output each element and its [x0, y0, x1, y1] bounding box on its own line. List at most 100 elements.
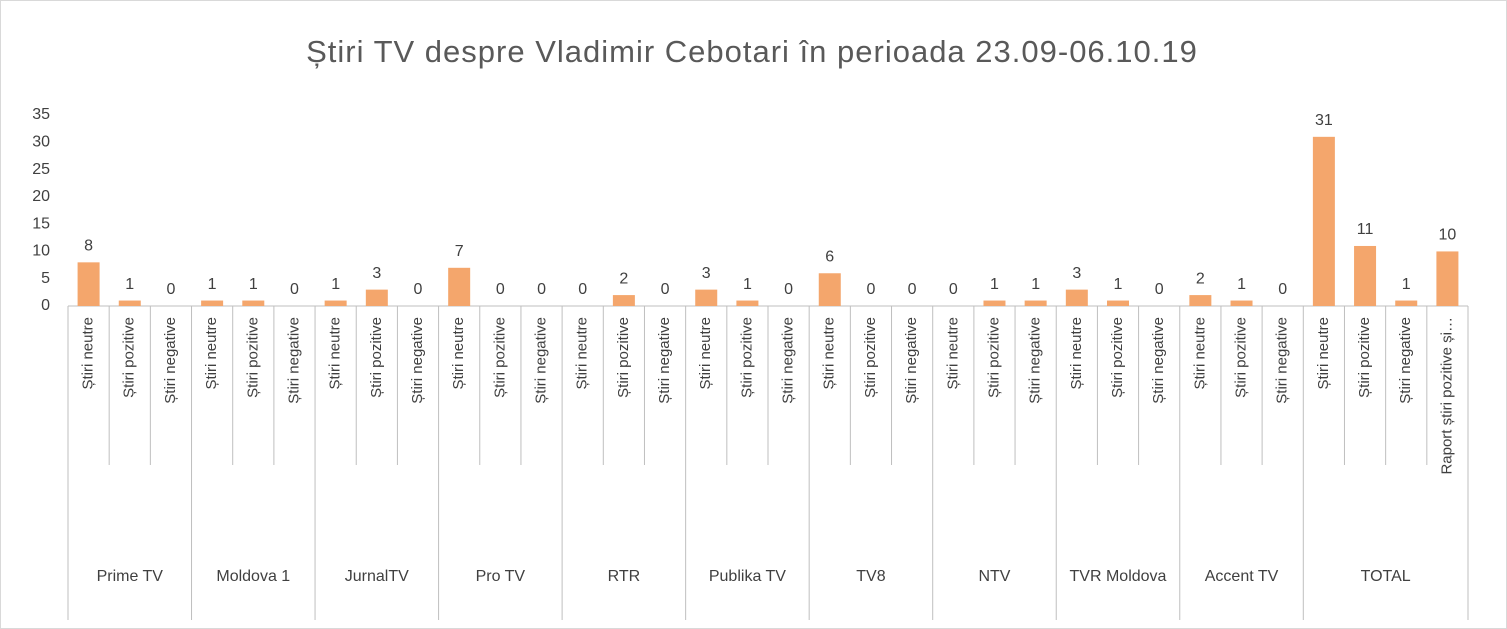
data-label: 31: [1315, 112, 1333, 129]
bar: [118, 300, 141, 306]
x-tick-label: Știri pozitive: [121, 317, 138, 398]
x-tick-label: Știri negative: [409, 317, 426, 404]
bar: [77, 262, 100, 306]
bar: [1354, 245, 1377, 306]
x-tick-label: Știri neutre: [1315, 317, 1332, 390]
x-tick-label: Știri neutre: [80, 317, 97, 390]
bar: [448, 267, 471, 306]
group-label: TV8: [856, 568, 886, 585]
data-label: 0: [784, 281, 793, 298]
bar: [1107, 300, 1129, 306]
x-tick-label: Știri negative: [285, 317, 302, 404]
x-tick-label: Știri pozitive: [368, 317, 385, 398]
x-tick-label: Știri negative: [532, 317, 549, 404]
x-tick-label: Știri pozitive: [1232, 317, 1249, 398]
y-tick-label: 0: [41, 297, 50, 314]
data-label: 7: [455, 243, 464, 260]
group-label: Prime TV: [96, 568, 163, 585]
x-tick-label: Știri neutre: [203, 317, 220, 390]
x-tick-label: Știri neutre: [821, 317, 838, 390]
data-label: 0: [414, 281, 423, 298]
x-tick-label: Știri neutre: [327, 317, 344, 390]
x-tick-label: Știri negative: [162, 317, 179, 404]
bar: [983, 300, 1006, 306]
x-tick-label: Știri negative: [1027, 317, 1044, 404]
data-label: 10: [1439, 227, 1457, 244]
data-label: 2: [619, 270, 628, 287]
bar: [736, 300, 759, 306]
x-tick-label: Știri neutre: [574, 317, 591, 390]
chart-title: Știri TV despre Vladimir Cebotari în per…: [306, 34, 1198, 69]
bar: [324, 300, 347, 306]
x-tick-label: Știri neutre: [944, 317, 961, 390]
data-label: 1: [1237, 276, 1246, 293]
x-tick-label: Știri negative: [903, 317, 920, 404]
data-label: 0: [496, 281, 505, 298]
data-label: 0: [661, 281, 670, 298]
bar: [695, 289, 718, 306]
x-tick-label: Știri neutre: [697, 317, 714, 390]
data-label: 0: [908, 281, 917, 298]
data-label: 1: [125, 276, 134, 293]
data-label: 2: [1196, 270, 1205, 287]
group-label: TOTAL: [1360, 568, 1411, 585]
bar: [1065, 289, 1088, 306]
bar: [818, 273, 841, 306]
x-tick-label: Știri pozitive: [1109, 317, 1126, 398]
bar: [1312, 136, 1335, 306]
y-tick-label: 5: [41, 270, 50, 287]
data-label: 0: [290, 281, 299, 298]
y-tick-label: 30: [32, 134, 50, 151]
x-tick-label: Știri pozitive: [985, 317, 1002, 398]
y-tick-label: 15: [32, 215, 50, 232]
data-label: 1: [331, 276, 340, 293]
bar: [1024, 300, 1047, 306]
x-tick-label: Știri pozitive: [862, 317, 879, 398]
group-label: Pro TV: [475, 568, 526, 585]
data-label: 0: [949, 281, 958, 298]
bar: [1436, 251, 1459, 306]
data-label: 1: [249, 276, 258, 293]
bar: [1189, 295, 1212, 306]
group-label: Moldova 1: [216, 568, 291, 585]
group-label: JurnalTV: [344, 568, 409, 585]
x-tick-label: Știri negative: [1397, 317, 1414, 404]
data-label: 1: [1402, 276, 1411, 293]
group-label: Accent TV: [1204, 568, 1279, 585]
bar: [242, 300, 265, 306]
data-label: 1: [1114, 276, 1123, 293]
x-tick-label: Știri pozitive: [244, 317, 261, 398]
x-tick-label: Știri neutre: [1068, 317, 1085, 390]
data-label: 6: [825, 248, 834, 265]
data-label: 8: [84, 238, 93, 255]
data-label: 1: [1031, 276, 1040, 293]
data-label: 0: [166, 281, 175, 298]
data-label: 3: [372, 265, 381, 282]
bar: [365, 289, 388, 306]
data-label: 3: [702, 265, 711, 282]
y-tick-label: 35: [32, 106, 50, 123]
bar: [201, 300, 224, 306]
bar: [1230, 300, 1253, 306]
data-label: 0: [1155, 281, 1164, 298]
data-label: 0: [578, 281, 587, 298]
data-label: 1: [208, 276, 217, 293]
y-tick-label: 25: [32, 161, 50, 178]
y-tick-label: 10: [32, 243, 50, 260]
data-label: 1: [990, 276, 999, 293]
data-label: 1: [743, 276, 752, 293]
x-tick-label: Știri negative: [656, 317, 673, 404]
data-label: 0: [1278, 281, 1287, 298]
bar: [1395, 300, 1418, 306]
x-tick-label: Raport știri pozitive și…: [1438, 317, 1455, 475]
x-tick-label: Știri negative: [780, 317, 797, 404]
x-tick-label: Știri pozitive: [615, 317, 632, 398]
x-tick-label: Știri pozitive: [738, 317, 755, 398]
x-tick-label: Știri neutre: [1191, 317, 1208, 390]
x-tick-label: Știri pozitive: [1356, 317, 1373, 398]
y-tick-label: 20: [32, 188, 50, 205]
x-tick-label: Știri negative: [1274, 317, 1291, 404]
